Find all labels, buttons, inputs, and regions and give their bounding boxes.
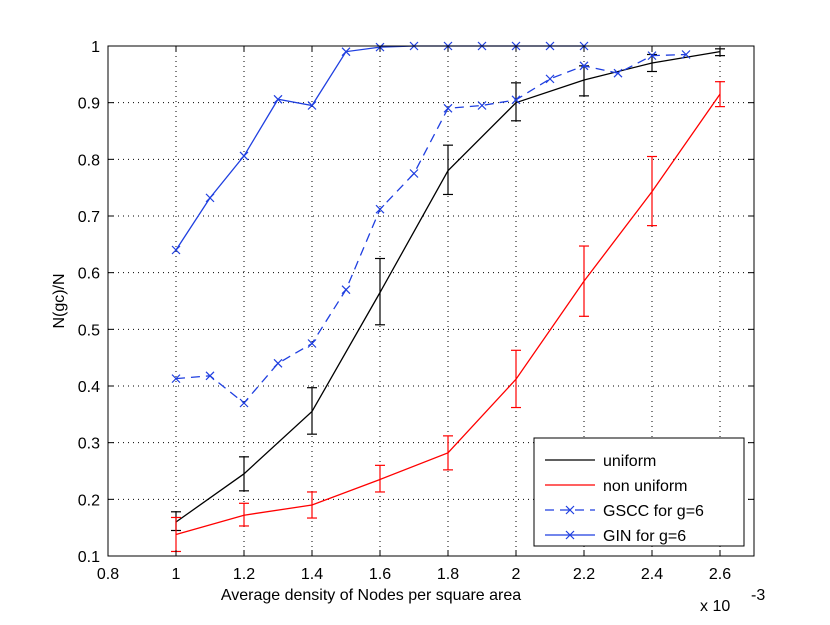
data-point bbox=[579, 61, 589, 71]
x-axis-label: Average density of Nodes per square area bbox=[221, 587, 521, 604]
legend-label: non uniform bbox=[603, 478, 688, 495]
error-bar bbox=[647, 155, 657, 227]
legend-entry: non uniform bbox=[545, 478, 688, 495]
x-tick-label: 2.2 bbox=[573, 566, 595, 583]
x-exponent-power: -3 bbox=[751, 587, 765, 604]
error-bar bbox=[239, 456, 249, 492]
data-point bbox=[307, 101, 317, 110]
error-bar bbox=[511, 349, 521, 409]
y-tick-label: 0.9 bbox=[78, 96, 100, 113]
data-point bbox=[205, 193, 215, 203]
series-gscc-for-g-6 bbox=[171, 50, 691, 408]
legend-label: uniform bbox=[603, 453, 656, 470]
x-axis-exponent: x 10 -3 bbox=[700, 587, 765, 615]
data-point bbox=[545, 74, 555, 84]
x-tick-label: 1.2 bbox=[233, 566, 255, 583]
y-tick-label: 0.4 bbox=[78, 379, 100, 396]
data-point bbox=[171, 245, 181, 255]
x-tick-label: 1.6 bbox=[369, 566, 391, 583]
data-point bbox=[307, 339, 317, 348]
ticks bbox=[107, 45, 754, 557]
x-tick-label: 1.4 bbox=[301, 566, 323, 583]
data-point bbox=[341, 285, 351, 295]
data-point bbox=[375, 204, 385, 214]
x-tick-label: 2.6 bbox=[709, 566, 731, 583]
legend-marker bbox=[565, 505, 575, 515]
x-exponent-base: x 10 bbox=[700, 598, 730, 615]
data-point bbox=[681, 50, 691, 59]
error-bar bbox=[307, 491, 317, 519]
data-point bbox=[205, 371, 215, 381]
error-bar bbox=[239, 502, 249, 527]
data-point bbox=[647, 51, 657, 61]
y-tick-label: 0.3 bbox=[78, 436, 100, 453]
data-point bbox=[409, 169, 419, 178]
error-bar bbox=[511, 82, 521, 122]
x-tick-label: 2 bbox=[512, 566, 521, 583]
data-point bbox=[273, 358, 283, 368]
series-line bbox=[175, 53, 687, 404]
legend-entry: uniform bbox=[545, 453, 656, 470]
tick-labels: 0.8 1 1.2 1.4 1.6 1.8 2 2.2 2.4 2.6 0.1 0.2 0.3 0.4 0.… bbox=[78, 39, 731, 583]
x-tick-label: 1.8 bbox=[437, 566, 459, 583]
data-point bbox=[239, 398, 249, 408]
error-bar bbox=[715, 81, 725, 108]
y-tick-label: 0.8 bbox=[78, 152, 100, 169]
legend-box bbox=[533, 437, 745, 547]
y-axis-label: N(gc)/N bbox=[51, 273, 68, 328]
y-tick-label: 1 bbox=[91, 39, 100, 56]
y-tick-label: 0.5 bbox=[78, 322, 100, 339]
data-point bbox=[477, 101, 487, 110]
data-point bbox=[443, 103, 453, 113]
y-tick-label: 0.2 bbox=[78, 492, 100, 509]
error-bar bbox=[443, 144, 453, 196]
data-point bbox=[273, 94, 283, 104]
data-point bbox=[511, 95, 521, 105]
x-tick-label: 2.4 bbox=[641, 566, 663, 583]
error-bar bbox=[443, 435, 453, 471]
data-point bbox=[613, 68, 623, 78]
data-point bbox=[171, 374, 181, 384]
y-tick-label: 0.7 bbox=[78, 209, 100, 226]
data-point bbox=[341, 47, 351, 57]
series-non-uniform bbox=[171, 81, 725, 553]
data-point bbox=[239, 151, 249, 161]
legend-label: GIN for g=6 bbox=[603, 528, 686, 545]
y-tick-label: 0.1 bbox=[78, 549, 100, 566]
legend-entry: GSCC for g=6 bbox=[545, 503, 704, 520]
plot-area-frame bbox=[107, 45, 755, 557]
y-tick-label: 0.6 bbox=[78, 266, 100, 283]
legend-label: GSCC for g=6 bbox=[603, 503, 704, 520]
legend-marker bbox=[565, 530, 575, 540]
legend: uniform non uniform GSCC for g=6 GIN for g=… bbox=[533, 437, 745, 547]
error-bar bbox=[647, 53, 657, 73]
error-bar bbox=[307, 387, 317, 435]
legend-entry: GIN for g=6 bbox=[545, 528, 686, 545]
error-bar bbox=[579, 245, 589, 317]
error-bar bbox=[375, 464, 385, 493]
error-bar bbox=[375, 257, 385, 326]
x-tick-label: 1 bbox=[172, 566, 181, 583]
x-tick-label: 0.8 bbox=[97, 566, 119, 583]
